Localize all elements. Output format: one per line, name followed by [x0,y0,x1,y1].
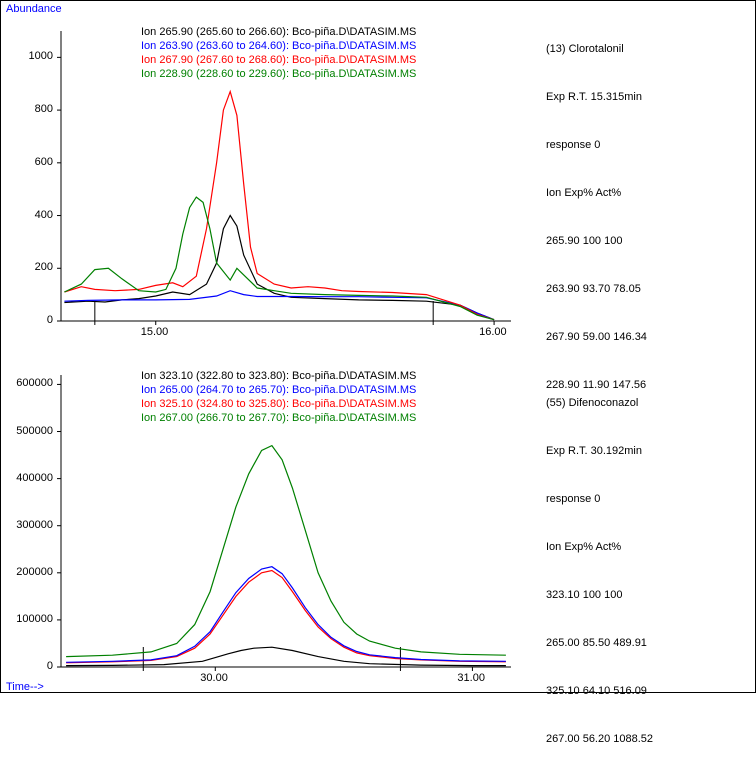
chromatogram-container: Abundance Ion 265.90 (265.60 to 266.60):… [0,0,756,693]
y-tick-label: 400 [35,209,53,221]
info-panel-2: (55) Difenoconazol Exp R.T. 30.192min re… [546,391,653,775]
y-tick-label: 400000 [16,472,53,484]
legend-line: Ion 323.10 (322.80 to 323.80): Bco-piña.… [141,369,416,383]
spacer [546,463,653,487]
retention-time: Exp R.T. 15.315min [546,85,647,109]
response-value: response 0 [546,487,653,511]
legend-line: Ion 228.90 (228.60 to 229.60): Bco-piña.… [141,67,416,81]
ion-table-row: 267.00 56.20 1088.52 [546,727,653,751]
chart-panel-2: Ion 323.10 (322.80 to 323.80): Bco-piña.… [1,361,756,693]
y-tick-label: 800 [35,103,53,115]
spacer [546,703,653,727]
spacer [546,751,653,775]
legend-line: Ion 265.90 (265.60 to 266.60): Bco-piña.… [141,25,416,39]
spacer [546,109,647,133]
spacer [546,655,653,679]
y-tick-label: 200000 [16,566,53,578]
spacer [546,415,653,439]
y-tick-label: 500000 [16,425,53,437]
ion-table-header: Ion Exp% Act% [546,181,647,205]
ion-table-row: 263.90 93.70 78.05 [546,277,647,301]
legend-line: Ion 263.90 (263.60 to 264.60): Bco-piña.… [141,39,416,53]
ion-table-row: 323.10 100 100 [546,583,653,607]
ion-table-row: 265.00 85.50 489.91 [546,631,653,655]
y-tick-label: 100000 [16,613,53,625]
legend-line: Ion 265.00 (264.70 to 265.70): Bco-piña.… [141,383,416,397]
ion-table-header: Ion Exp% Act% [546,535,653,559]
legend-line: Ion 267.00 (266.70 to 267.70): Bco-piña.… [141,411,416,425]
compound-title: (13) Clorotalonil [546,37,647,61]
y-tick-label: 300000 [16,519,53,531]
spacer [546,253,647,277]
y-tick-label: 1000 [29,50,53,62]
y-tick-label: 200 [35,261,53,273]
x-tick-label: 16.00 [479,326,507,338]
y-tick-label: 0 [47,660,53,672]
spacer [546,301,647,325]
spacer [546,61,647,85]
legend-1: Ion 265.90 (265.60 to 266.60): Bco-piña.… [141,25,416,81]
response-value: response 0 [546,133,647,157]
legend-line: Ion 325.10 (324.80 to 325.80): Bco-piña.… [141,397,416,411]
legend-2: Ion 323.10 (322.80 to 323.80): Bco-piña.… [141,369,416,425]
spacer [546,607,653,631]
x-axis-label: Time--> [6,681,44,693]
y-tick-label: 600 [35,156,53,168]
x-tick-label: 31.00 [457,672,485,684]
spacer [546,205,647,229]
y-tick-label: 0 [47,314,53,326]
spacer [546,559,653,583]
ion-table-row: 265.90 100 100 [546,229,647,253]
spacer [546,157,647,181]
x-tick-label: 15.00 [141,326,169,338]
y-tick-label: 600000 [16,377,53,389]
ion-table-row: 267.90 59.00 146.34 [546,325,647,349]
legend-line: Ion 267.90 (267.60 to 268.60): Bco-piña.… [141,53,416,67]
compound-title: (55) Difenoconazol [546,391,653,415]
spacer [546,511,653,535]
retention-time: Exp R.T. 30.192min [546,439,653,463]
ion-table-row: 325.10 64.10 516.09 [546,679,653,703]
chart-panel-1: Abundance Ion 265.90 (265.60 to 266.60):… [1,1,756,361]
x-tick-label: 30.00 [200,672,228,684]
